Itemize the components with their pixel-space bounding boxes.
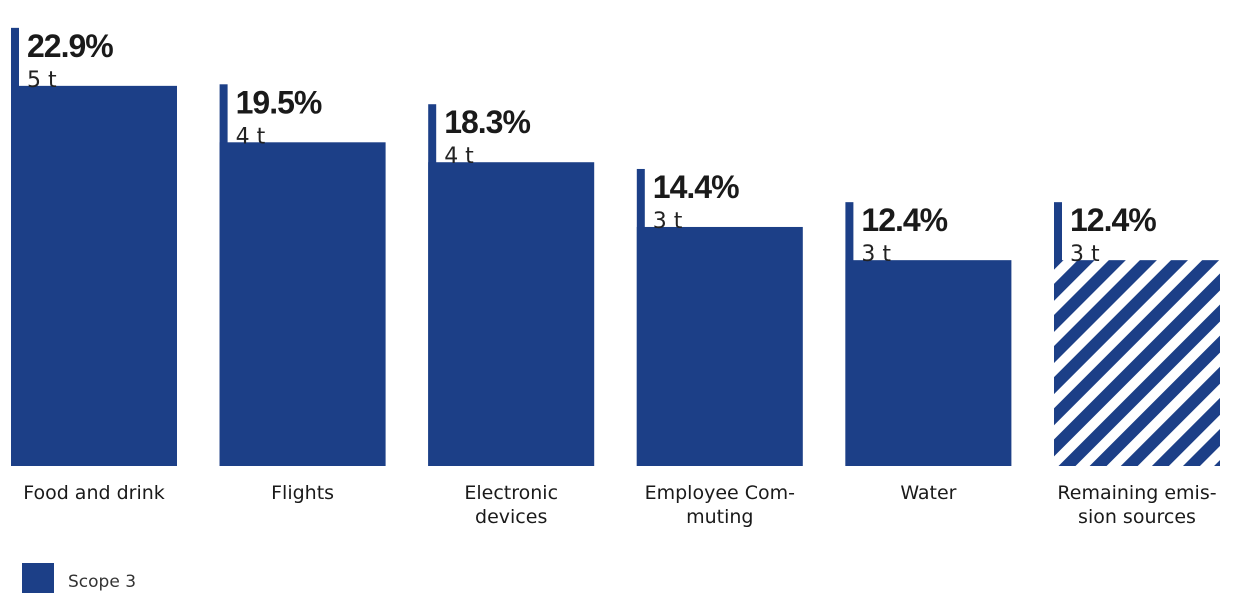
category-label-0: Food and drink: [23, 482, 165, 504]
bar-percent-label-0: 22.9%: [27, 28, 113, 64]
bar-tonnes-label-0: 5 t: [27, 68, 57, 93]
bar-0: [11, 85, 177, 467]
legend-label-scope-3: Scope 3: [68, 572, 136, 592]
bar-percent-label-3: 14.4%: [653, 169, 739, 205]
bar-percent-label-4: 12.4%: [861, 202, 947, 238]
legend-swatch-scope-3: [22, 563, 54, 593]
category-label-2: Electronic devices: [464, 482, 558, 528]
bar-labels-group: 22.9% 5 t 19.5% 4 t 18.3% 4 t 14.4% 3 t 12.4% 3 t…: [27, 28, 1157, 267]
bar-tonnes-label-4: 3 t: [861, 242, 891, 267]
category-label-1: Flights: [271, 482, 334, 504]
bar-5: [1054, 260, 1220, 466]
category-labels-group: Food and drink Flights Electronic devices Em…: [23, 482, 1216, 528]
bar-percent-label-2: 18.3%: [444, 104, 530, 140]
bar-tonnes-label-5: 3 t: [1070, 242, 1100, 267]
category-label-5: Remaining emis-sion sources: [1057, 482, 1216, 528]
bar-3: [636, 226, 803, 466]
bar-4: [845, 260, 1012, 466]
bar-tonnes-label-3: 3 t: [653, 209, 683, 234]
bar-tonnes-label-1: 4 t: [236, 124, 266, 149]
bar-percent-label-1: 19.5%: [236, 84, 322, 120]
bar-2: [428, 162, 595, 466]
category-label-4: Water: [900, 482, 956, 504]
bar-tonnes-label-2: 4 t: [444, 144, 474, 169]
bar-percent-label-5: 12.4%: [1070, 202, 1156, 238]
legend: Scope 3: [22, 563, 136, 593]
bars-group: [11, 27, 1220, 467]
category-label-3: Employee Com-muting: [645, 482, 795, 528]
bar-1: [219, 142, 386, 467]
